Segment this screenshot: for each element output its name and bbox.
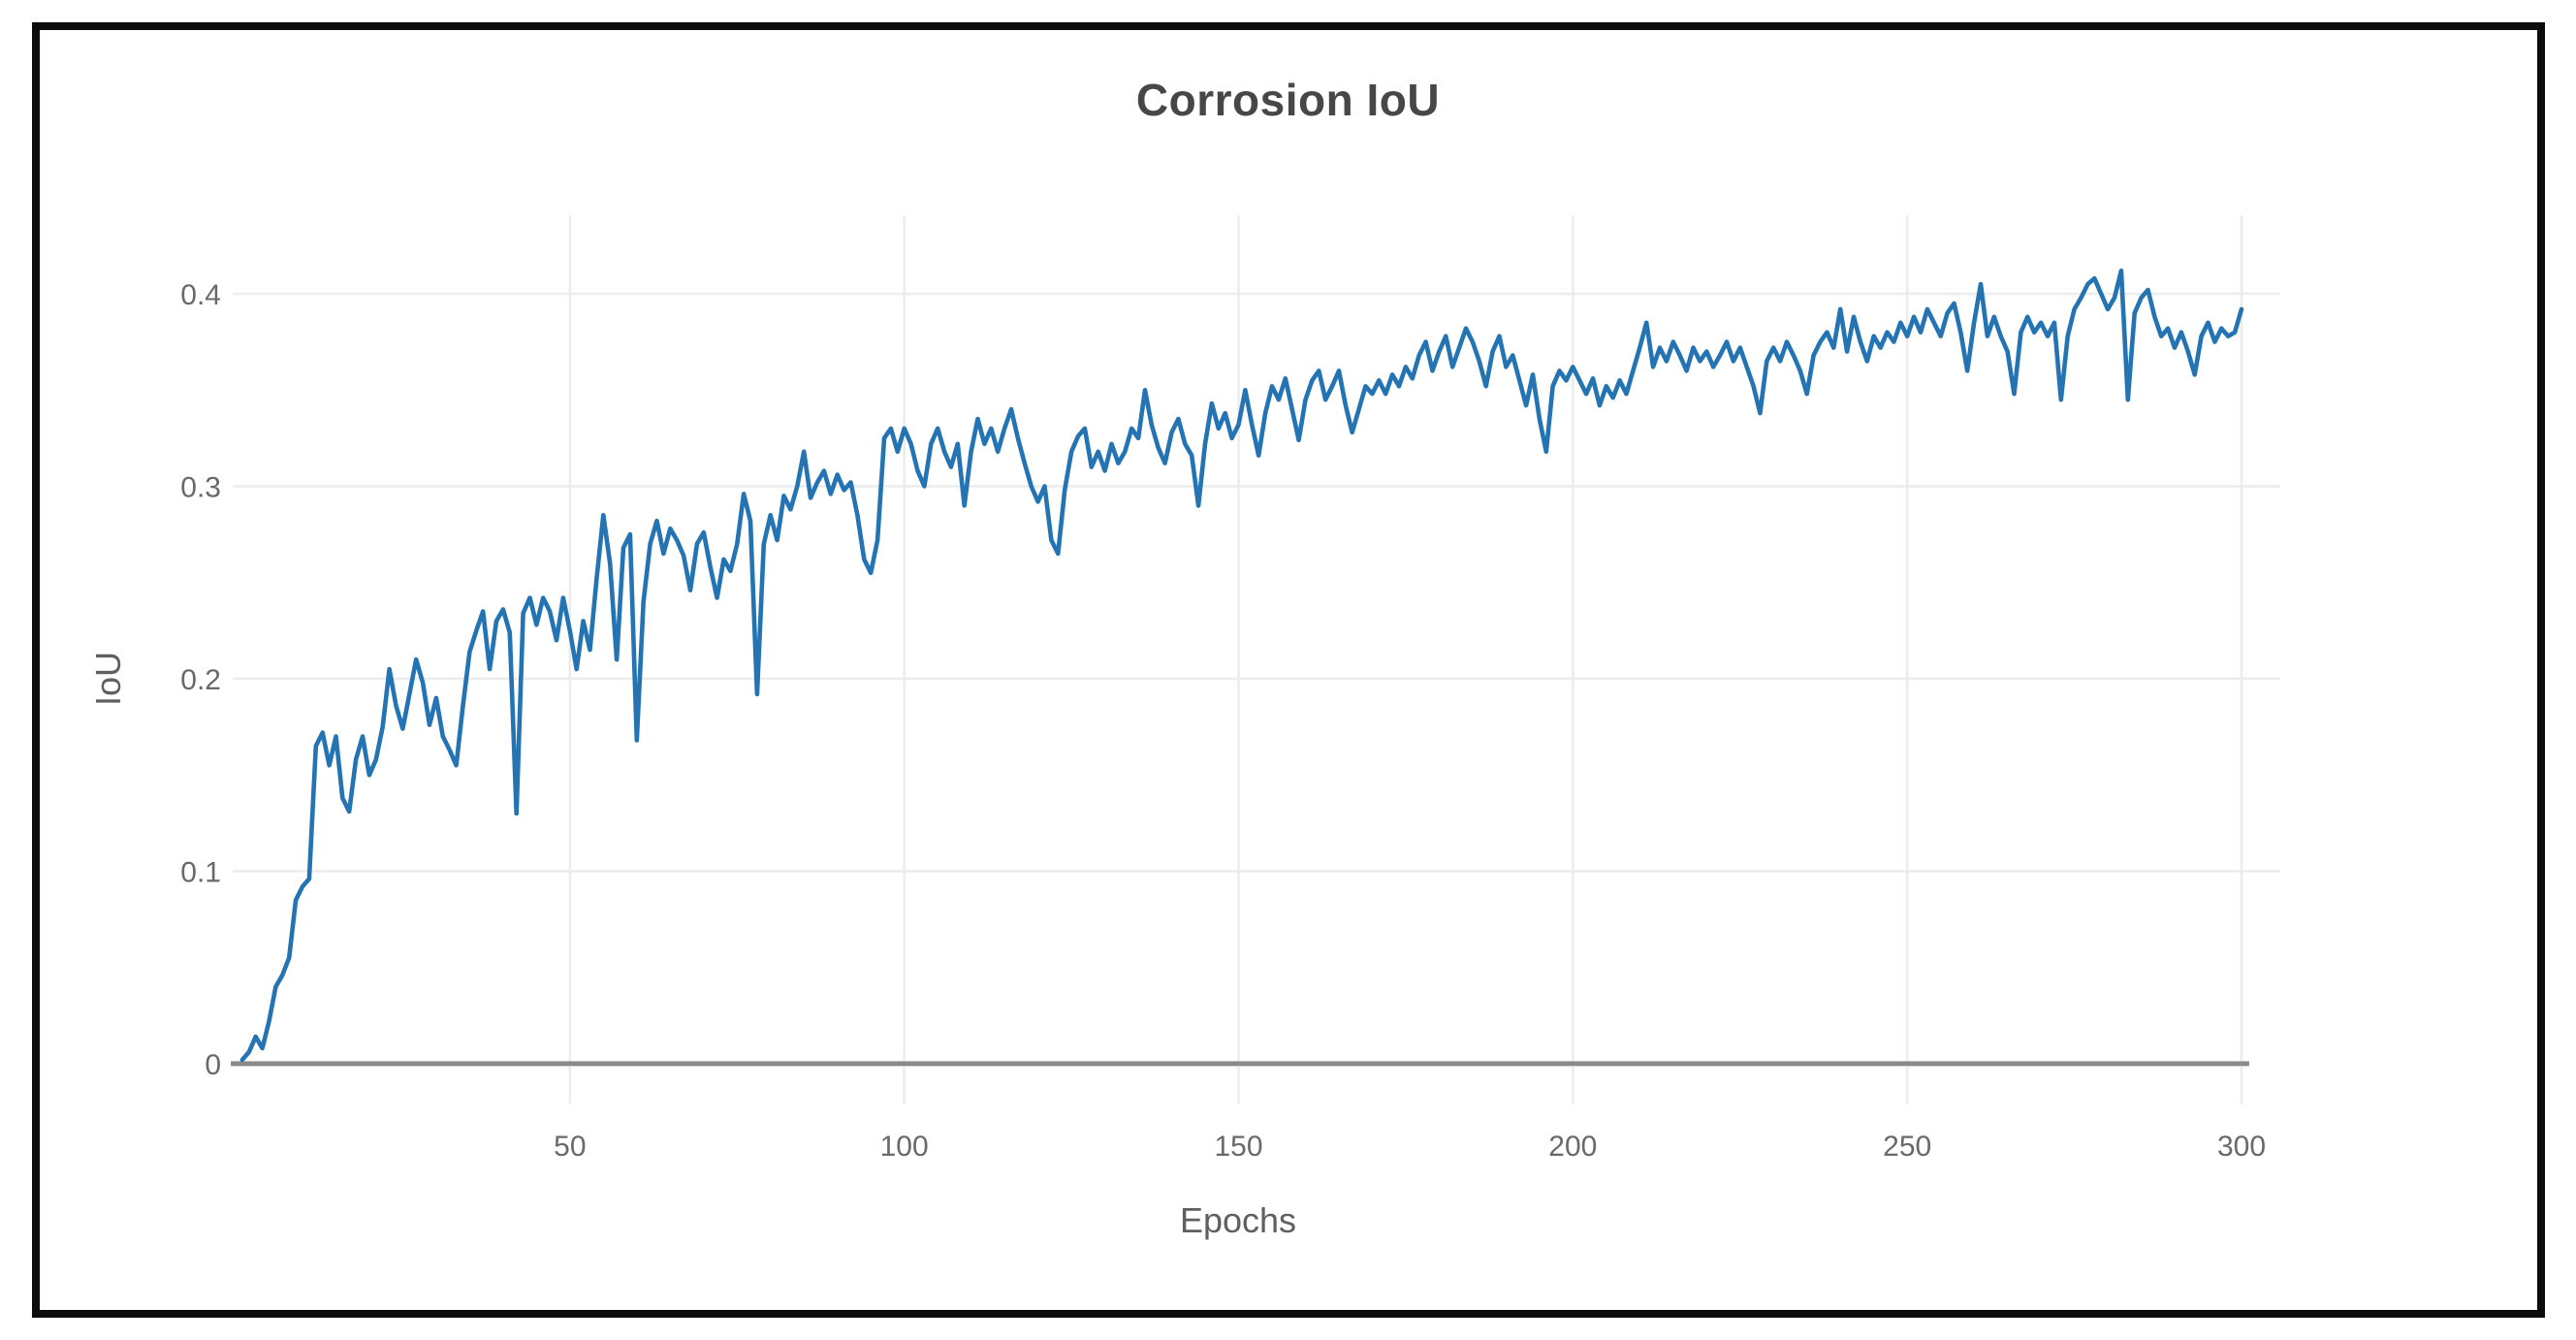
svg-text:0.1: 0.1 <box>180 857 221 889</box>
svg-text:50: 50 <box>554 1131 586 1163</box>
horizontal-gridlines <box>233 292 2280 873</box>
vertical-gridlines <box>568 215 2243 1064</box>
y-axis-title: IoU <box>88 651 128 707</box>
svg-text:100: 100 <box>880 1131 929 1163</box>
svg-text:250: 250 <box>1883 1131 1931 1163</box>
x-tick-labels: 50 100 150 200 250 300 <box>554 1131 2266 1163</box>
chart-title: Corrosion IoU <box>1135 75 1441 125</box>
svg-text:0.2: 0.2 <box>180 664 221 696</box>
svg-text:150: 150 <box>1214 1131 1262 1163</box>
svg-text:200: 200 <box>1548 1131 1597 1163</box>
svg-text:300: 300 <box>2217 1131 2266 1163</box>
x-axis-ticks <box>568 1067 2243 1104</box>
svg-text:0: 0 <box>205 1049 221 1081</box>
iou-line-series <box>239 268 2244 1063</box>
figure-border <box>32 22 2545 1318</box>
svg-text:0.3: 0.3 <box>180 472 221 504</box>
svg-text:0.4: 0.4 <box>180 279 221 311</box>
x-axis-title: Epochs <box>1179 1200 1297 1240</box>
y-tick-labels: 0 0.1 0.2 0.3 0.4 <box>180 279 221 1081</box>
